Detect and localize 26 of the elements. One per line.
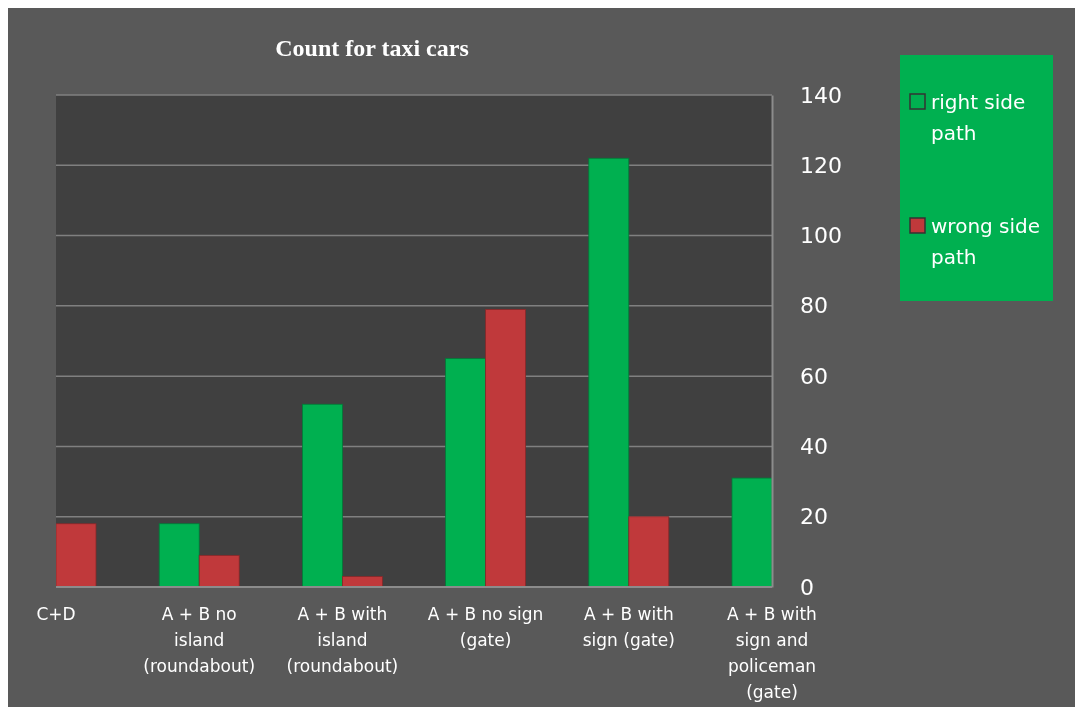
bar [731,477,772,588]
chart-title: Count for taxi cars [275,35,469,61]
legend-label: wrong side path [931,214,1041,269]
x-tick-label: A + B with sign (gate) [582,604,675,650]
y-tick-label: 80 [800,293,828,319]
y-tick-label: 0 [800,574,814,600]
bar [485,308,526,588]
bar [628,516,670,588]
y-tick-label: 100 [800,223,842,249]
bar [198,554,240,588]
y-tick-label: 20 [800,504,828,530]
bar [588,157,630,588]
legend-label: right side path [931,90,1026,145]
y-tick-label: 120 [800,152,842,178]
bar [302,403,343,588]
bar [56,523,97,588]
y-tick-label: 140 [800,82,842,108]
y-tick-label: 40 [800,433,828,459]
bar [158,523,200,588]
y-tick-label: 60 [800,363,828,389]
x-tick-label: A + B with sign and policeman (gate) [727,604,817,702]
x-tick-label: A + B no island (roundabout) [143,604,256,676]
x-tick-label: A + B no sign (gate) [427,604,544,650]
x-tick-label: C+D [36,604,76,624]
x-tick-label: A + B with island (roundabout) [286,604,399,676]
bar [445,358,486,588]
